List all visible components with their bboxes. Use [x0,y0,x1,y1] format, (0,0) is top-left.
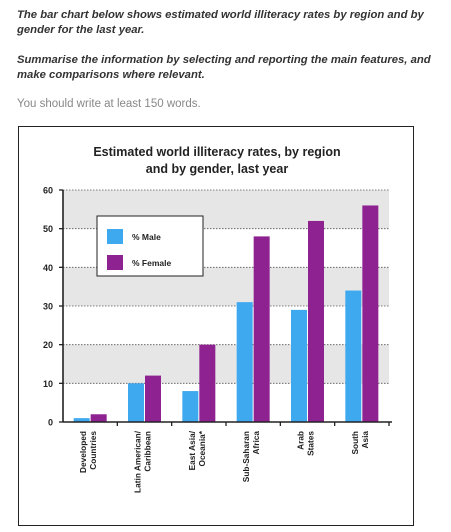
x-tick-label: Arab [296,431,306,450]
word-count-instruction: You should write at least 150 words. [17,98,201,110]
bar-female-1 [145,375,161,422]
y-tick-label: 40 [43,263,53,273]
x-tick-label: East Asia/ [187,430,197,470]
y-tick-label: 0 [48,418,53,428]
task-instructions: Summarise the information by selecting a… [17,54,431,81]
y-tick-label: 20 [43,340,53,350]
y-tick-label: 30 [43,302,53,312]
x-tick-labels: Developed Countries Latin American/Caribbe… [78,430,370,493]
bar-male-4 [291,309,307,422]
x-tick-label: States [306,431,316,456]
legend-label-female: % Female [132,258,171,268]
x-tick-label: South [350,431,360,455]
bar-female-2 [199,344,216,422]
legend-swatch-male [107,229,123,244]
x-tick-label: Caribbean [143,431,153,472]
bar-female-0 [90,414,107,422]
chart-frame: 0 10 20 30 40 50 60 Developed Countries Latin Am… [18,126,414,526]
bar-male-3 [236,302,253,422]
bar-male-1 [128,383,144,422]
x-tick-label: Countries [88,431,98,470]
x-tick-label: Sub-Saharan [241,431,251,482]
bar-female-5 [362,205,379,422]
bar-female-4 [308,220,324,422]
x-tick-label: Latin American/ [133,430,143,493]
task-prompt: The bar chart below shows estimated worl… [17,9,424,36]
y-tick-labels: 0 10 20 30 40 50 60 [43,186,63,428]
y-tick-label: 60 [43,186,53,196]
y-tick-label: 10 [43,379,53,389]
bars [73,205,379,422]
bar-male-2 [182,391,199,422]
bar-male-5 [345,290,362,422]
chart-title-line1: Estimated world illiteracy rates, by reg… [93,145,340,159]
x-tick-label: Oceania* [197,430,207,466]
bar-male-0 [73,418,90,422]
y-tick-label: 50 [43,224,53,234]
x-tick-label: Africa [251,431,261,455]
legend: % Male % Female [96,215,204,277]
bar-female-3 [253,236,270,422]
chart-title-line2: and by gender, last year [146,162,289,176]
background-band [63,344,389,384]
legend-label-male: % Male [132,232,161,242]
bar-chart: 0 10 20 30 40 50 60 Developed Countries Latin Am… [43,145,392,493]
legend-swatch-female [107,255,123,270]
x-tick-label: Asia [360,431,370,449]
x-tick-label: Developed [78,431,88,473]
